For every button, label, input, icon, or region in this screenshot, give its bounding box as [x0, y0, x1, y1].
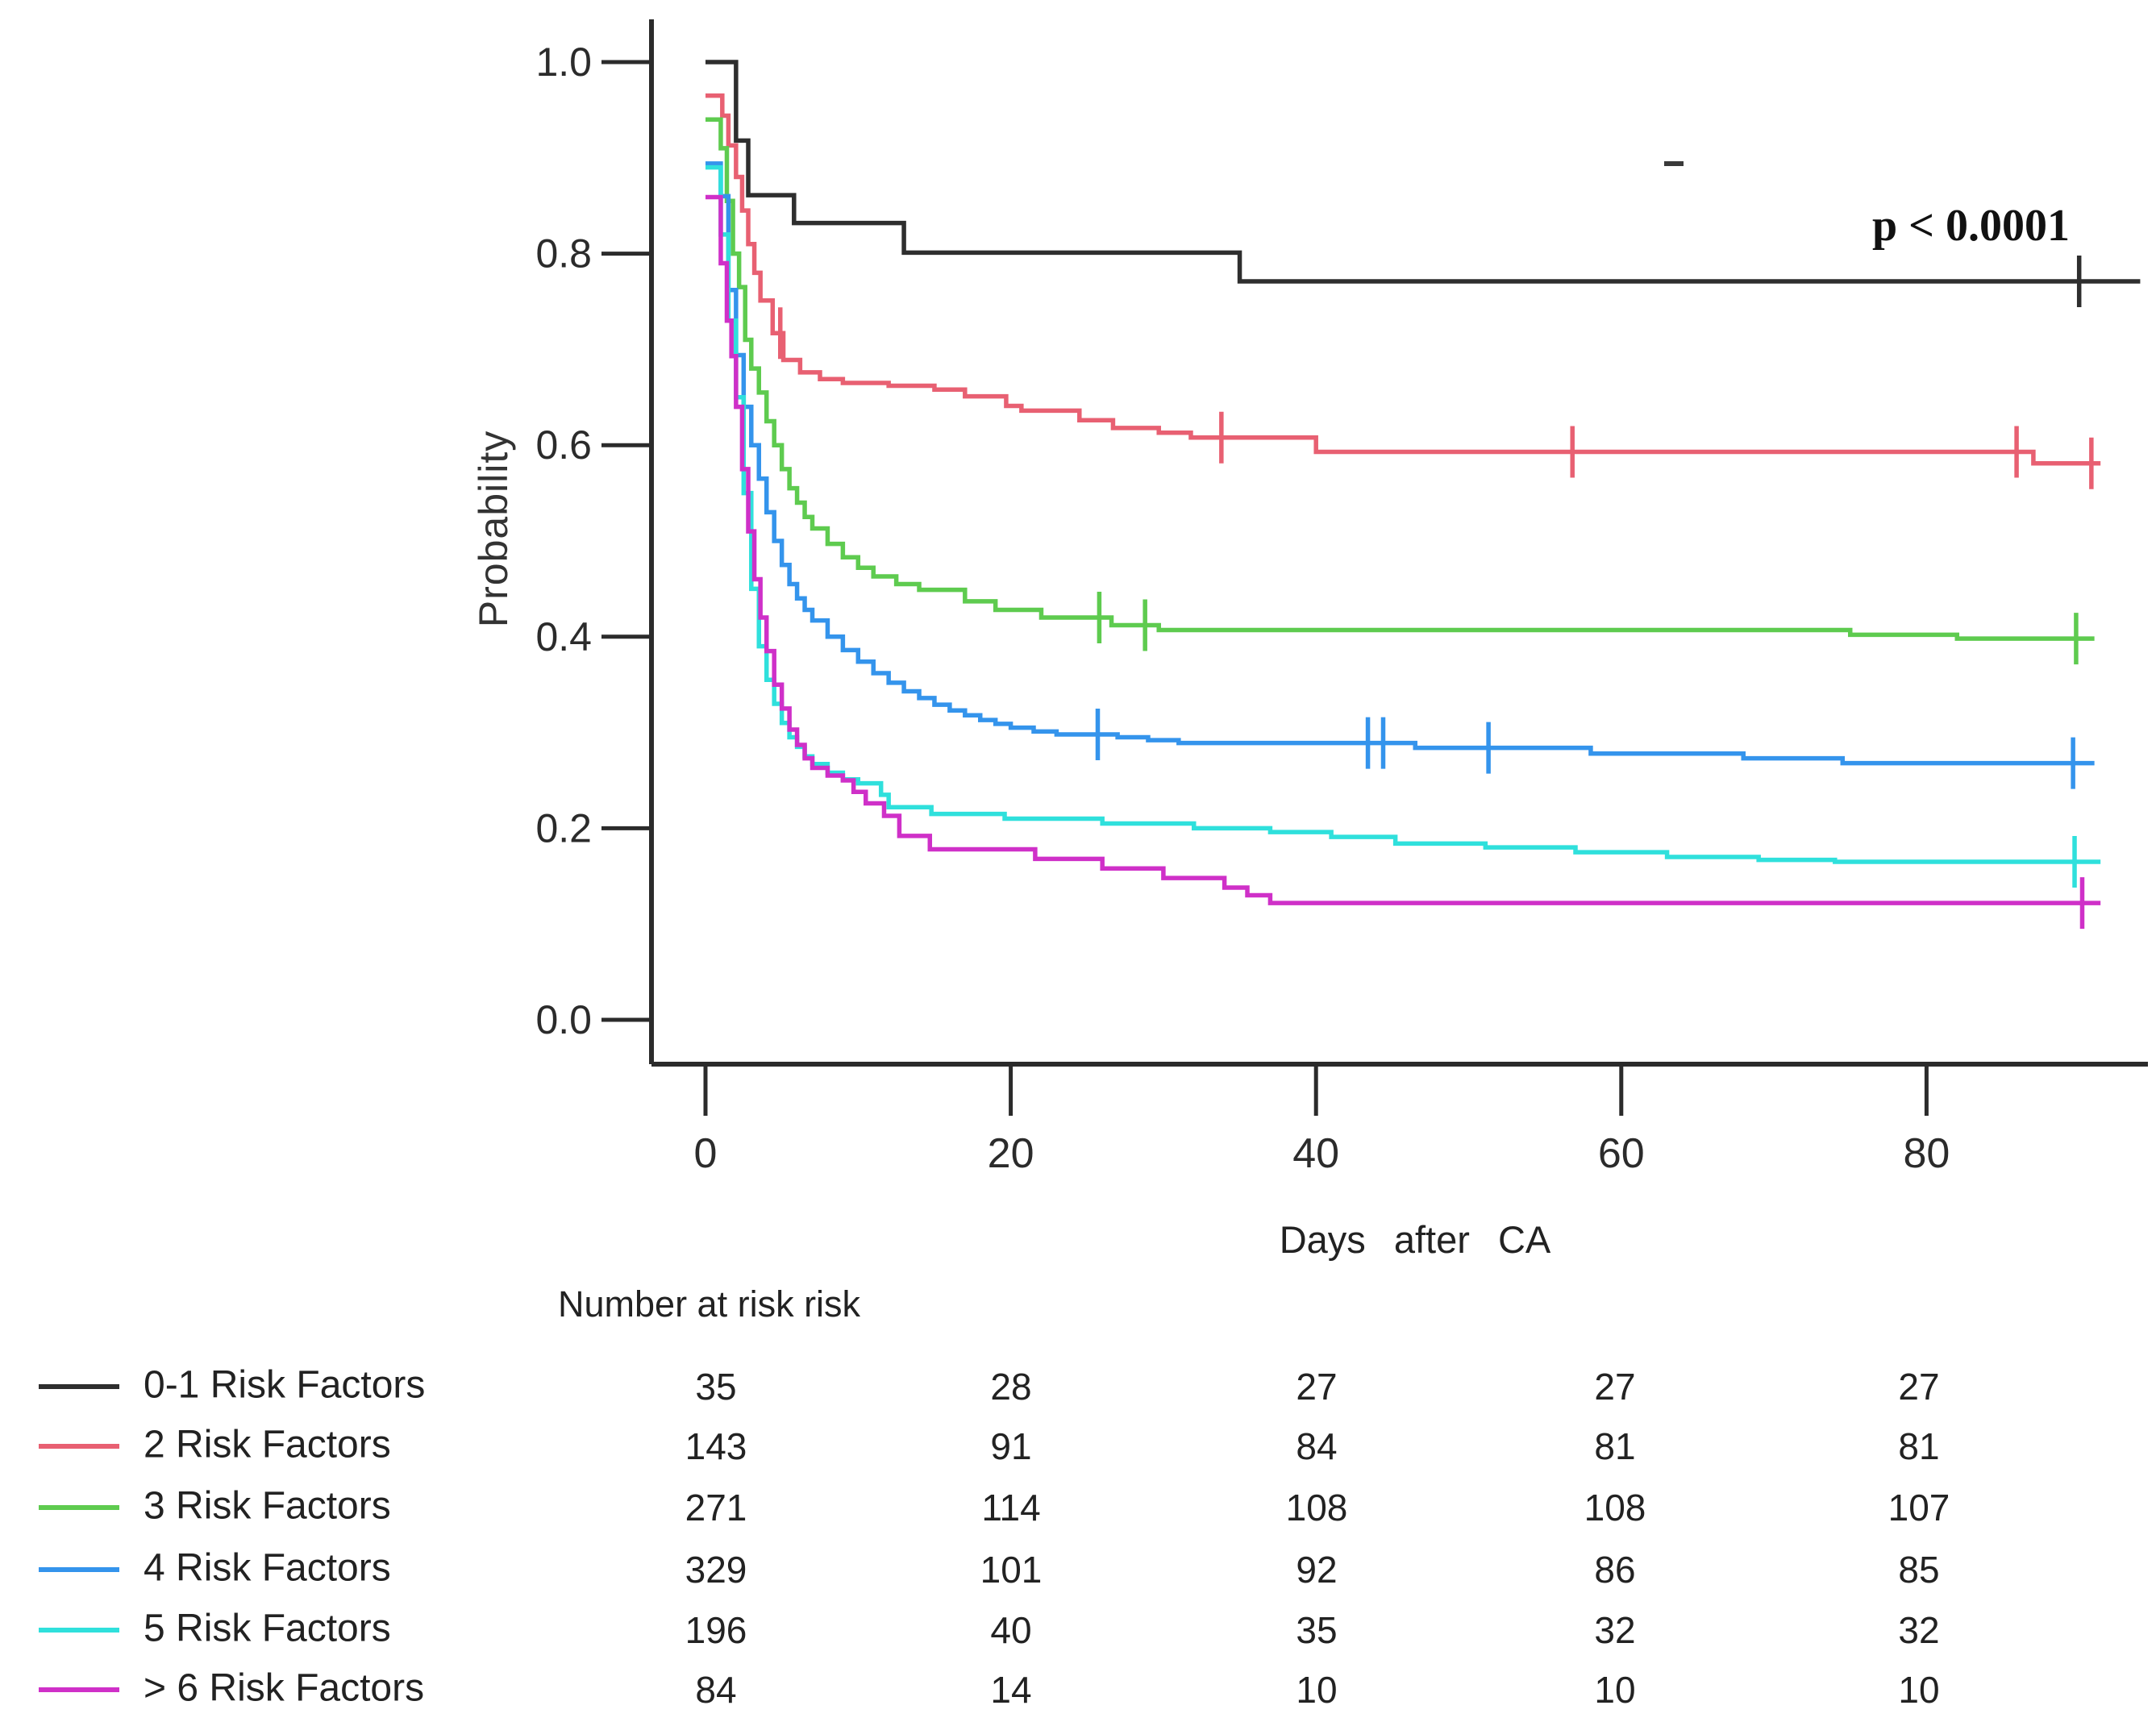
risk-count-cell: 271 [685, 1487, 747, 1529]
risk-count-cell: 101 [980, 1549, 1043, 1591]
x-tick-label: 20 [988, 1130, 1034, 1177]
risk-count-cell: 91 [990, 1425, 1032, 1467]
risk-count-cell: 108 [1584, 1487, 1646, 1529]
risk-count-cell: 108 [1285, 1487, 1348, 1529]
p-value-annotation: p < 0.0001 [1872, 201, 2071, 251]
y-tick-label: 0.8 [535, 231, 592, 277]
legend-line-swatch [39, 1384, 119, 1389]
risk-count-cell: 35 [695, 1366, 737, 1408]
risk-count-cell: 32 [1594, 1609, 1636, 1651]
risk-count-cell: 86 [1594, 1549, 1636, 1591]
risk-count-cell: 10 [1594, 1669, 1636, 1711]
risk-count-cell: 27 [1296, 1366, 1338, 1408]
risk-count-cell: 10 [1296, 1669, 1338, 1711]
risk-count-cell: 40 [990, 1609, 1032, 1651]
risk-count-cell: 32 [1898, 1609, 1940, 1651]
risk-count-cell: 84 [1296, 1425, 1338, 1467]
risk-count-cell: 35 [1296, 1609, 1338, 1651]
y-tick-label: 1.0 [535, 40, 592, 85]
legend-line-swatch [39, 1687, 119, 1692]
risk-table-title: Number at risk risk [558, 1283, 861, 1325]
legend-line-swatch [39, 1567, 119, 1572]
risk-count-cell: 196 [685, 1609, 747, 1651]
y-axis-title: Probability [471, 430, 516, 628]
risk-count-cell: 81 [1898, 1425, 1940, 1467]
stray-dash-mark [1664, 161, 1684, 166]
legend-label: > 6 Risk Factors [144, 1666, 425, 1710]
risk-count-cell: 27 [1594, 1366, 1636, 1408]
survival-curve--6-risk-factors [705, 194, 2101, 905]
survival-curve-5-risk-factors [705, 164, 2101, 864]
risk-count-cell: 28 [990, 1366, 1032, 1408]
x-tick-label: 80 [1903, 1130, 1950, 1177]
survival-curve-0-1-risk-factors [705, 60, 2141, 284]
risk-count-cell: 92 [1296, 1549, 1338, 1591]
risk-count-cell: 114 [981, 1487, 1041, 1529]
legend-line-swatch [39, 1628, 119, 1633]
risk-count-cell: 143 [685, 1425, 747, 1467]
risk-count-cell: 84 [695, 1669, 737, 1711]
risk-count-cell: 85 [1898, 1549, 1940, 1591]
legend-label: 3 Risk Factors [144, 1484, 391, 1528]
risk-count-cell: 10 [1898, 1669, 1940, 1711]
x-tick-label: 0 [694, 1130, 718, 1177]
risk-count-cell: 107 [1888, 1487, 1950, 1529]
legend-line-swatch [39, 1505, 119, 1510]
legend-label: 2 Risk Factors [144, 1423, 391, 1466]
y-tick-label: 0.2 [535, 805, 592, 851]
survival-curve-4-risk-factors [705, 161, 2095, 766]
survival-curve-3-risk-factors [705, 117, 2095, 641]
x-axis-title: Days after CA [1279, 1218, 1551, 1261]
risk-count-cell: 14 [990, 1669, 1032, 1711]
legend-line-swatch [39, 1444, 119, 1449]
risk-count-cell: 27 [1898, 1366, 1940, 1408]
legend-label: 5 Risk Factors [144, 1607, 391, 1650]
risk-count-cell: 329 [685, 1549, 747, 1591]
legend-label: 0-1 Risk Factors [144, 1363, 426, 1407]
x-tick-label: 60 [1598, 1130, 1645, 1177]
y-tick-label: 0.4 [535, 614, 592, 659]
y-tick-label: 0.0 [535, 997, 592, 1042]
survival-curve-2-risk-factors [705, 93, 2101, 466]
x-tick-label: 40 [1292, 1130, 1339, 1177]
risk-count-cell: 81 [1594, 1425, 1636, 1467]
y-tick-label: 0.6 [535, 422, 592, 468]
legend-label: 4 Risk Factors [144, 1546, 391, 1590]
